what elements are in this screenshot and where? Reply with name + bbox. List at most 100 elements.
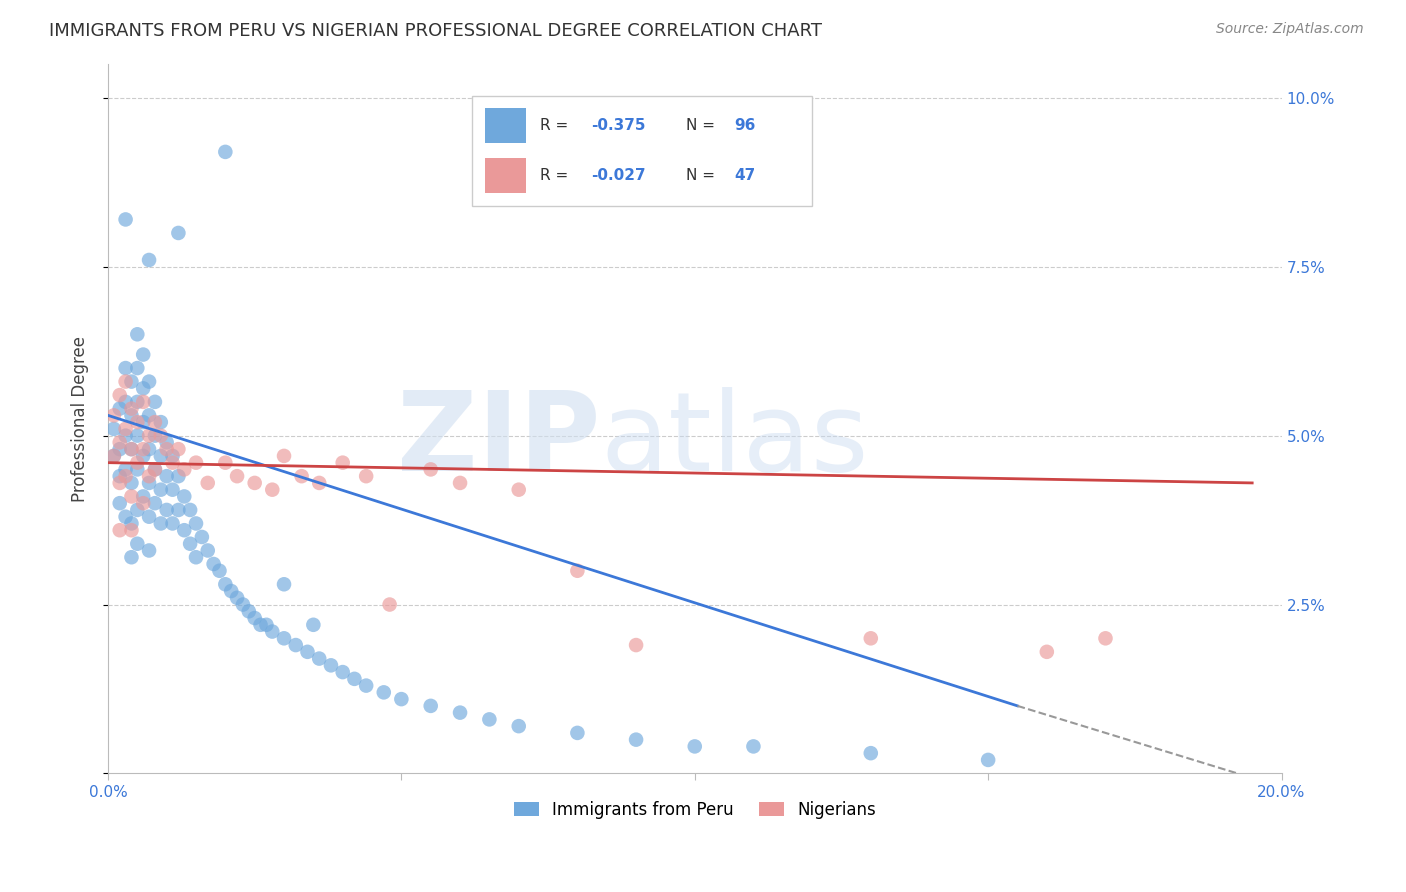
- Point: [273, 577, 295, 591]
- Text: IMMIGRANTS FROM PERU VS NIGERIAN PROFESSIONAL DEGREE CORRELATION CHART: IMMIGRANTS FROM PERU VS NIGERIAN PROFESS…: [49, 22, 823, 40]
- Point: [162, 449, 184, 463]
- Point: [567, 726, 589, 740]
- Point: [143, 496, 166, 510]
- Point: [156, 442, 179, 457]
- Point: [127, 361, 149, 376]
- Point: [308, 651, 330, 665]
- Point: [859, 632, 882, 646]
- Point: [343, 672, 366, 686]
- Point: [977, 753, 1000, 767]
- Point: [332, 456, 354, 470]
- Point: [184, 550, 207, 565]
- Point: [214, 456, 236, 470]
- Point: [1094, 632, 1116, 646]
- Point: [624, 732, 647, 747]
- Point: [184, 516, 207, 531]
- Point: [226, 469, 249, 483]
- Point: [103, 449, 125, 463]
- Point: [449, 475, 471, 490]
- Point: [149, 449, 172, 463]
- Point: [132, 442, 155, 457]
- Point: [132, 347, 155, 361]
- Point: [354, 469, 377, 483]
- Point: [132, 496, 155, 510]
- Point: [143, 415, 166, 429]
- Point: [114, 395, 136, 409]
- Point: [132, 395, 155, 409]
- Point: [226, 591, 249, 605]
- Point: [108, 523, 131, 537]
- Point: [108, 469, 131, 483]
- Point: [308, 475, 330, 490]
- Point: [114, 469, 136, 483]
- Point: [127, 537, 149, 551]
- Point: [138, 252, 160, 267]
- Point: [132, 490, 155, 504]
- Point: [162, 516, 184, 531]
- Point: [302, 617, 325, 632]
- Point: [683, 739, 706, 754]
- Point: [179, 503, 201, 517]
- Point: [332, 665, 354, 679]
- Point: [108, 496, 131, 510]
- Point: [143, 462, 166, 476]
- Point: [273, 449, 295, 463]
- Point: [120, 409, 142, 423]
- Point: [127, 428, 149, 442]
- Text: ZIP: ZIP: [398, 386, 600, 493]
- Point: [120, 490, 142, 504]
- Point: [162, 456, 184, 470]
- Point: [114, 361, 136, 376]
- Point: [173, 462, 195, 476]
- Point: [214, 145, 236, 159]
- Point: [197, 475, 219, 490]
- Point: [208, 564, 231, 578]
- Point: [103, 422, 125, 436]
- Point: [284, 638, 307, 652]
- Point: [149, 428, 172, 442]
- Point: [167, 442, 190, 457]
- Point: [108, 388, 131, 402]
- Point: [156, 435, 179, 450]
- Point: [143, 462, 166, 476]
- Text: Source: ZipAtlas.com: Source: ZipAtlas.com: [1216, 22, 1364, 37]
- Legend: Immigrants from Peru, Nigerians: Immigrants from Peru, Nigerians: [508, 794, 883, 825]
- Point: [249, 617, 271, 632]
- Point: [262, 483, 284, 497]
- Point: [297, 645, 319, 659]
- Point: [103, 409, 125, 423]
- Point: [138, 509, 160, 524]
- Point: [114, 509, 136, 524]
- Point: [173, 523, 195, 537]
- Point: [219, 584, 242, 599]
- Point: [197, 543, 219, 558]
- Point: [167, 469, 190, 483]
- Point: [419, 462, 441, 476]
- Text: atlas: atlas: [600, 386, 869, 493]
- Point: [478, 712, 501, 726]
- Point: [238, 604, 260, 618]
- Point: [132, 449, 155, 463]
- Point: [138, 375, 160, 389]
- Point: [156, 469, 179, 483]
- Point: [162, 483, 184, 497]
- Point: [138, 442, 160, 457]
- Point: [149, 516, 172, 531]
- Point: [103, 449, 125, 463]
- Point: [114, 422, 136, 436]
- Point: [108, 401, 131, 416]
- Point: [214, 577, 236, 591]
- Point: [120, 401, 142, 416]
- Point: [127, 503, 149, 517]
- Point: [389, 692, 412, 706]
- Point: [319, 658, 342, 673]
- Point: [243, 475, 266, 490]
- Point: [138, 428, 160, 442]
- Point: [373, 685, 395, 699]
- Point: [179, 537, 201, 551]
- Point: [120, 442, 142, 457]
- Point: [120, 442, 142, 457]
- Point: [120, 375, 142, 389]
- Point: [138, 469, 160, 483]
- Point: [120, 516, 142, 531]
